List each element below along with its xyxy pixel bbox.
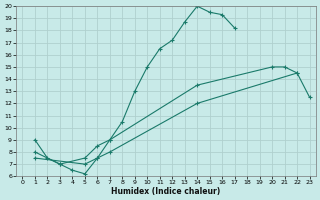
X-axis label: Humidex (Indice chaleur): Humidex (Indice chaleur) bbox=[111, 187, 221, 196]
